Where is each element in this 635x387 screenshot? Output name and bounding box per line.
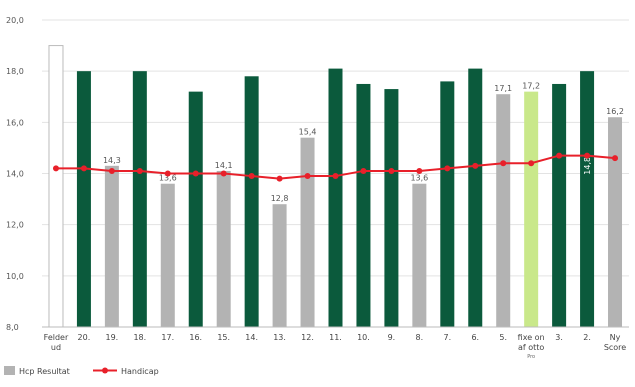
bar-11	[328, 68, 343, 327]
x-tick-label: 6.	[471, 333, 479, 342]
bar-2	[76, 71, 91, 328]
handicap-point-5	[164, 170, 171, 177]
handicap-point-16	[472, 162, 479, 169]
bar-data-label: 14,1	[215, 161, 233, 170]
x-tick-label: 11.	[329, 333, 342, 342]
x-tick-label: 19.	[106, 333, 119, 342]
bar-14	[412, 183, 427, 327]
bar-13	[384, 89, 399, 327]
bar-3	[104, 165, 119, 327]
bar-data-label: 15,4	[299, 128, 317, 137]
legend-label-hcp-resultat: Hcp Resultat	[19, 367, 70, 376]
x-tick-label: 13.	[273, 333, 286, 342]
x-tick-sublabel: Pro	[527, 354, 535, 360]
bar-data-label: 16,2	[606, 107, 624, 116]
y-tick-label: 18,0	[6, 67, 24, 76]
bar-12	[356, 83, 371, 327]
y-tick-label: 16,0	[6, 118, 24, 127]
x-tick-label-line2: Score	[604, 343, 626, 352]
handicap-point-19	[556, 152, 563, 159]
x-tick-label: 2.	[583, 333, 591, 342]
bars	[48, 45, 623, 328]
legend-swatch-hcp-resultat	[4, 366, 15, 375]
x-tick-label: 3.	[555, 333, 563, 342]
bar-data-label: 14,8	[583, 157, 592, 175]
x-tick-label: fixe on	[518, 333, 545, 342]
handicap-point-11	[332, 173, 339, 180]
y-tick-label: 8,0	[6, 323, 19, 332]
y-tick-label: 14,0	[6, 170, 24, 179]
bar-data-label: 17,2	[522, 82, 540, 91]
x-tick-label-line2: af otto	[518, 343, 544, 352]
handicap-point-18	[528, 160, 535, 167]
x-tick-label: 20.	[78, 333, 91, 342]
bar-9	[272, 204, 287, 327]
bar-5	[160, 183, 175, 327]
handicap-point-4	[136, 167, 143, 174]
bar-data-label: 13,6	[410, 174, 428, 183]
bar-7	[216, 170, 231, 327]
bar-data-label: 13,6	[159, 174, 177, 183]
bar-21	[608, 117, 623, 327]
bar-15	[440, 81, 455, 328]
x-tick-label: 18.	[133, 333, 146, 342]
handicap-point-1	[52, 165, 59, 172]
x-tick-label: 7.	[443, 333, 451, 342]
bar-16	[468, 68, 483, 327]
x-tick-label: Ny	[610, 333, 621, 342]
handicap-point-21	[612, 155, 619, 162]
bar-19	[552, 83, 567, 327]
bar-8	[244, 76, 259, 328]
handicap-point-14	[416, 167, 423, 174]
handicap-point-7	[220, 170, 227, 177]
bar-data-labels: 14,3 13,6 14,1 12,8 15,4 13,6 17,1 17,2 14,8 16,2	[103, 82, 624, 204]
x-tick-label: Felder	[44, 333, 69, 342]
x-tick-label-line2: ud	[51, 343, 61, 352]
y-tick-label: 10,0	[6, 272, 24, 281]
bar-4	[132, 71, 147, 328]
bar-data-label: 14,3	[103, 156, 121, 165]
bar-6	[188, 91, 203, 327]
handicap-point-8	[248, 173, 255, 180]
x-tick-label: 12.	[301, 333, 314, 342]
bar-10	[300, 137, 315, 327]
bar-data-label: 17,1	[494, 84, 512, 93]
handicap-point-15	[444, 165, 451, 172]
x-tick-label: 5.	[499, 333, 507, 342]
y-axis: 8,0 10,0 12,0 14,0 16,0 18,0 20,0	[6, 16, 24, 332]
handicap-point-13	[388, 167, 395, 174]
handicap-point-9	[276, 175, 283, 182]
x-tick-label: 9.	[388, 333, 396, 342]
handicap-point-2	[80, 165, 87, 172]
legend-label-handicap: Handicap	[121, 367, 159, 376]
bar-17	[496, 94, 511, 327]
x-tick-label: 8.	[416, 333, 424, 342]
y-tick-label: 12,0	[6, 221, 24, 230]
handicap-point-20	[584, 152, 591, 159]
x-tick-label: 16.	[189, 333, 202, 342]
legend-dot-handicap	[102, 367, 108, 374]
handicap-line-series	[52, 152, 619, 182]
x-tick-label: 17.	[161, 333, 174, 342]
y-tick-label: 20,0	[6, 16, 24, 25]
x-tick-label: 14.	[245, 333, 258, 342]
bar-18	[524, 91, 539, 327]
handicap-point-6	[192, 170, 199, 177]
legend: Hcp Resultat Handicap	[4, 366, 159, 376]
handicap-point-17	[500, 160, 507, 167]
bar-data-label: 12,8	[271, 194, 289, 203]
bar-20	[580, 71, 595, 328]
bar-1	[48, 45, 64, 328]
handicap-point-3	[108, 167, 115, 174]
handicap-point-12	[360, 167, 367, 174]
handicap-point-10	[304, 173, 311, 180]
x-tick-label: 10.	[357, 333, 370, 342]
x-tick-label: 15.	[217, 333, 230, 342]
